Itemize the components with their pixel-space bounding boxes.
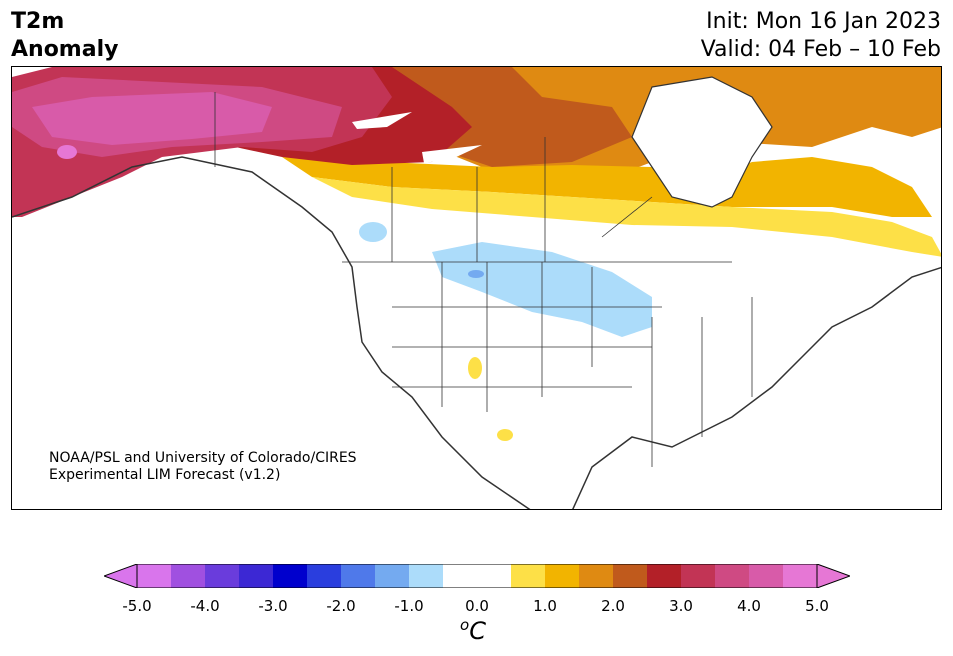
units-degree: o: [460, 616, 470, 634]
title-line1: T2m: [11, 9, 65, 34]
forecast-dates: Init: Mon 16 Jan 2023 Valid: 04 Feb – 10…: [701, 8, 941, 64]
colorbar-cell: [239, 564, 274, 588]
title-line2: Anomaly: [11, 37, 119, 62]
colorbar-cell: [613, 564, 648, 588]
boundaries: [214, 92, 753, 467]
anomaly-band-violet: [57, 145, 77, 159]
credit-line2: Experimental LIM Forecast (v1.2): [49, 467, 281, 483]
colorbar-cell: [171, 564, 206, 588]
colorbar-cell: [681, 564, 716, 588]
colorbar-cell: [409, 564, 444, 588]
colorbar-cell: [443, 564, 478, 588]
colorbar-tick-label: 4.0: [737, 597, 761, 615]
colorbar-cell: [307, 564, 342, 588]
init-date: Init: Mon 16 Jan 2023: [706, 9, 941, 34]
colorbar: [104, 564, 850, 588]
colorbar-cells: [137, 564, 818, 588]
anomaly-warm-spot-2: [497, 429, 513, 441]
anomaly-band-yellow-light: [312, 177, 941, 257]
anomaly-band-magenta: [32, 92, 272, 145]
colorbar-low-arrow: [104, 564, 138, 588]
colorbar-tick-label: 5.0: [805, 597, 829, 615]
colorbar-tick-label: 0.0: [465, 597, 489, 615]
map-panel: [11, 66, 942, 510]
anomaly-band-yellow-mid: [282, 157, 932, 217]
colorbar-cell: [511, 564, 546, 588]
colorbar-tick-label: -3.0: [258, 597, 288, 615]
units-symbol: C: [469, 617, 486, 645]
colorbar-tick-label: 1.0: [533, 597, 557, 615]
map-title: T2m Anomaly: [11, 8, 118, 64]
colorbar-cell: [749, 564, 784, 588]
colorbar-cell: [273, 564, 308, 588]
anomaly-cold-core: [468, 270, 484, 278]
colorbar-cell: [341, 564, 376, 588]
colorbar-cell: [477, 564, 512, 588]
colorbar-cell: [137, 564, 172, 588]
valid-date: Valid: 04 Feb – 10 Feb: [700, 37, 941, 62]
colorbar-cell: [647, 564, 682, 588]
anomaly-map: [12, 67, 941, 509]
colorbar-cell: [375, 564, 410, 588]
colorbar-high-arrow: [816, 564, 850, 588]
anomaly-cold-patch: [359, 222, 387, 242]
colorbar-units: oC: [460, 616, 486, 645]
gulf-coastline: [572, 266, 941, 509]
colorbar-tick-label: -2.0: [326, 597, 356, 615]
colorbar-cell: [545, 564, 580, 588]
colorbar-tick-label: -1.0: [394, 597, 424, 615]
colorbar-tick-label: -4.0: [190, 597, 220, 615]
colorbar-tick-label: 3.0: [669, 597, 693, 615]
pacific-coastline: [12, 156, 531, 509]
great-bear-lake: [352, 112, 412, 129]
colorbar-tick-label: 2.0: [601, 597, 625, 615]
colorbar-cell: [715, 564, 750, 588]
credit-line1: NOAA/PSL and University of Colorado/CIRE…: [49, 450, 357, 466]
colorbar-cell: [783, 564, 818, 588]
map-credit: NOAA/PSL and University of Colorado/CIRE…: [49, 450, 357, 484]
colorbar-cell: [579, 564, 614, 588]
anomaly-warm-spot-1: [468, 357, 482, 379]
hudson-bay: [631, 76, 773, 208]
colorbar-cell: [205, 564, 240, 588]
colorbar-tick-label: -5.0: [122, 597, 152, 615]
great-slave-lake: [422, 145, 482, 163]
